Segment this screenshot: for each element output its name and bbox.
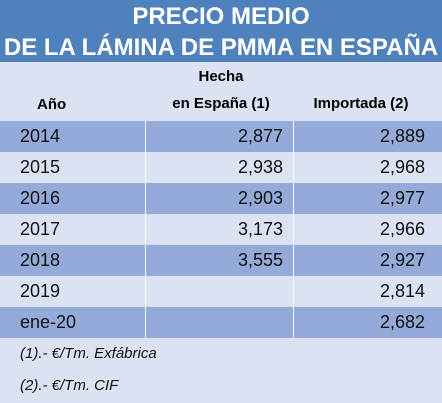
cell-year: 2014 [20,126,61,146]
cell-imported: 2,968 [379,157,425,177]
cell-imported: 2,889 [379,126,425,146]
cell-made: 3,173 [237,219,283,239]
header-made-line-2: en España (1) [172,95,270,112]
table-row: 2014 2,877 2,889 [0,121,442,152]
cell-year: 2019 [20,281,61,301]
header-imported: Importada (2) [313,95,409,112]
table-row: ene-20 2,682 [0,307,442,338]
cell-made: 2,903 [237,188,283,208]
cell-year: 2017 [20,219,61,239]
cell-year: 2018 [20,250,61,270]
cell-year: ene-20 [20,312,77,332]
cell-made: 2,938 [237,157,283,177]
table-row: 2018 3,555 2,927 [0,245,442,276]
cell-made: 2,877 [237,126,283,146]
title-line-1: PRECIO MEDIO [132,3,310,30]
cell-imported: 2,977 [379,188,425,208]
table-row: 2017 3,173 2,966 [0,214,442,245]
title-line-2: DE LA LÁMINA DE PMMA EN ESPAÑA [3,34,439,61]
footnote-2: (2).- €/Tm. CIF [20,377,119,394]
table-title: PRECIO MEDIO DE LA LÁMINA DE PMMA EN ESP… [0,0,442,62]
cell-year: 2016 [20,188,61,208]
header-made-line-1: Hecha [198,68,244,85]
header-year: Año [37,96,67,113]
table-row: 2019 2,814 [0,276,442,307]
table-header: Año Hecha en España (1) Importada (2) [0,62,442,121]
footnote-1: (1).- €/Tm. Exfábrica [20,345,157,362]
cell-imported: 2,682 [379,312,425,332]
cell-imported: 2,966 [379,219,425,239]
column-divider [293,121,294,338]
cell-made: 3,555 [237,250,283,270]
column-divider [145,121,146,338]
table-row: 2015 2,938 2,968 [0,152,442,183]
table-row: 2016 2,903 2,977 [0,183,442,214]
cell-imported: 2,814 [379,281,425,301]
cell-year: 2015 [20,157,61,177]
cell-imported: 2,927 [379,250,425,270]
